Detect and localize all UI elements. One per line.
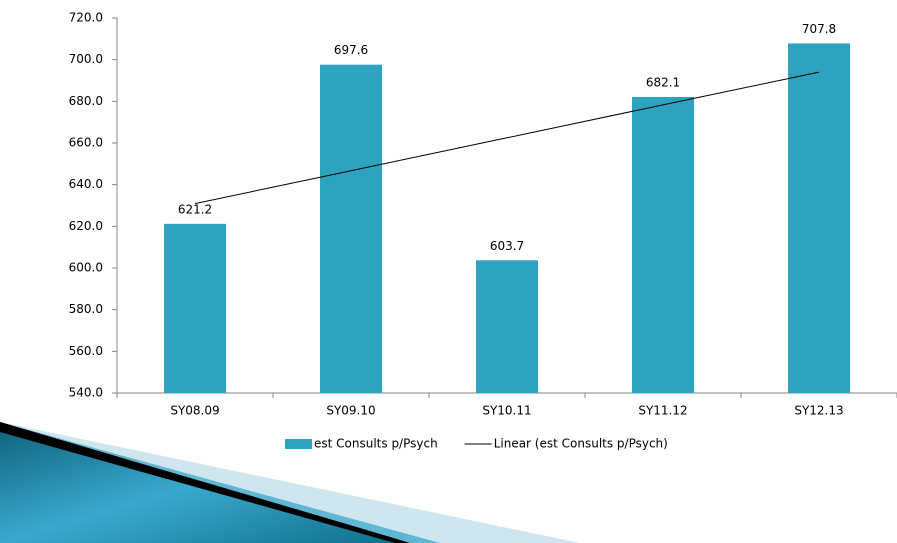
y-tick-label: 660.0 bbox=[69, 136, 103, 150]
y-tick-label: 580.0 bbox=[69, 302, 103, 316]
y-tick-label: 540.0 bbox=[69, 386, 103, 400]
y-tick-label: 600.0 bbox=[69, 261, 103, 275]
y-tick-label: 680.0 bbox=[69, 94, 103, 108]
legend-label: est Consults p/Psych bbox=[314, 437, 438, 451]
x-tick-label: SY09.10 bbox=[326, 404, 375, 418]
y-tick-label: 640.0 bbox=[69, 177, 103, 191]
x-tick-label: SY11.12 bbox=[638, 404, 687, 418]
decor-mid bbox=[0, 422, 440, 543]
x-tick-label: SY10.11 bbox=[482, 404, 531, 418]
trend-line bbox=[194, 71, 820, 205]
value-label: 697.6 bbox=[334, 43, 368, 57]
y-tick-label: 700.0 bbox=[69, 52, 103, 66]
y-tick-label: 560.0 bbox=[69, 344, 103, 358]
decor-swoosh bbox=[0, 422, 410, 543]
value-label: 603.7 bbox=[490, 239, 524, 253]
bar bbox=[164, 223, 226, 393]
plot-area: 540.0 560.0 580.0 600.0 620.0 640.0 660.0 680.0… bbox=[69, 11, 897, 451]
bar bbox=[476, 260, 538, 393]
legend-label: Linear (est Consults p/Psych) bbox=[494, 437, 668, 451]
bar bbox=[632, 96, 694, 393]
bar bbox=[788, 43, 850, 394]
x-tick-label: SY08.09 bbox=[170, 404, 219, 418]
bar bbox=[320, 64, 382, 394]
value-label: 682.1 bbox=[646, 75, 680, 89]
value-label: 621.2 bbox=[178, 202, 212, 216]
y-tick-label: 720.0 bbox=[69, 11, 103, 25]
legend-swatch bbox=[285, 439, 312, 449]
y-tick-label: 620.0 bbox=[69, 219, 103, 233]
x-tick-label: SY12.13 bbox=[794, 404, 843, 418]
value-label: 707.8 bbox=[802, 22, 836, 36]
